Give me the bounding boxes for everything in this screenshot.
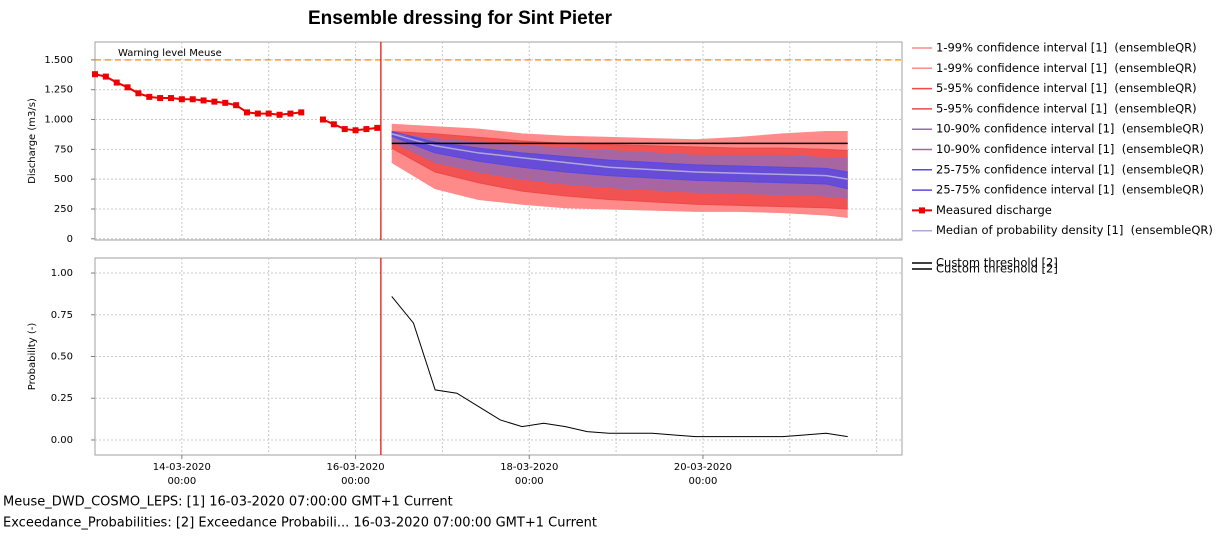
data-point [135, 90, 142, 97]
x-tick-label: 14-03-2020 00:00 [153, 462, 211, 487]
legend-label: 1-99% confidence interval [1] (ensembleQ… [936, 61, 1197, 75]
data-point [92, 71, 98, 78]
y-axis-label: Discharge (m3/s) [27, 98, 38, 184]
data-point [102, 73, 109, 80]
series-line [391, 123, 848, 141]
series-line [391, 140, 848, 199]
y-tick-label: 250 [54, 204, 73, 215]
series-line [391, 133, 848, 180]
data-point [124, 84, 131, 91]
series-line [391, 133, 848, 159]
data-point [113, 79, 120, 86]
y-tick-label: 0 [67, 234, 73, 245]
warning-label: Warning level Meuse [118, 48, 222, 59]
legend-label: Custom threshold [2] [936, 256, 1058, 270]
chart-title: Ensemble dressing for Sint Pieter [308, 8, 613, 29]
series-line [391, 130, 848, 173]
data-point [352, 127, 359, 134]
data-point [157, 95, 164, 102]
data-point [265, 110, 272, 117]
footer-text: Meuse_DWD_COSMO_LEPS: [1] 16-03-2020 07:… [3, 495, 453, 510]
legend-label: 10-90% confidence interval [1] (ensemble… [936, 142, 1204, 156]
y-tick-label: 1.000 [44, 115, 73, 126]
data-point [276, 111, 283, 118]
data-point [200, 97, 207, 104]
y-tick-label: 500 [54, 174, 73, 185]
legend-swatch [919, 207, 925, 214]
data-point [341, 126, 348, 133]
legend-label: 25-75% confidence interval [1] (ensemble… [936, 183, 1204, 197]
data-point [298, 109, 305, 116]
legend-label: Median of probability density [1] (ensem… [936, 223, 1213, 237]
data-point [330, 121, 337, 128]
y-tick-label: 0.50 [51, 352, 73, 363]
data-point [211, 98, 218, 105]
y-tick-label: 0.25 [51, 393, 73, 404]
data-point [374, 124, 381, 131]
y-tick-label: 1.500 [44, 55, 73, 66]
data-point [363, 126, 370, 133]
data-point [146, 93, 153, 100]
x-tick-label: 20-03-2020 00:00 [674, 462, 732, 487]
y-tick-label: 750 [54, 144, 73, 155]
series-line [391, 135, 848, 190]
y-tick-label: 0.75 [51, 310, 73, 321]
series-line [391, 296, 848, 438]
y-tick-label: 1.00 [51, 268, 73, 279]
band-fill [391, 131, 848, 189]
series-line [391, 130, 848, 152]
data-point [167, 95, 174, 102]
y-tick-label: 1.250 [44, 85, 73, 96]
data-point [222, 99, 229, 106]
data-point [243, 109, 250, 116]
data-point [178, 96, 185, 103]
legend-label: Custom threshold [2] [936, 262, 1058, 276]
legend-label: 1-99% confidence interval [1] (ensembleQ… [936, 41, 1197, 55]
legend-label: 25-75% confidence interval [1] (ensemble… [936, 162, 1204, 176]
series-line [391, 162, 848, 218]
y-tick-label: 0.00 [51, 435, 73, 446]
data-point [189, 96, 196, 103]
legend-label: 5-95% confidence interval [1] (ensembleQ… [936, 81, 1197, 95]
x-tick-label: 16-03-2020 00:00 [326, 462, 384, 487]
series-line [391, 147, 848, 210]
data-point [287, 110, 294, 117]
legend-label: Measured discharge [936, 203, 1052, 217]
legend-label: 10-90% confidence interval [1] (ensemble… [936, 122, 1204, 136]
footer-text: Exceedance_Probabilities: [2] Exceedance… [3, 516, 597, 531]
data-point [254, 110, 261, 117]
x-tick-label: 18-03-2020 00:00 [500, 462, 558, 487]
data-point [319, 116, 326, 123]
y-axis-label: Probability (-) [27, 323, 38, 391]
legend-label: 5-95% confidence interval [1] (ensembleQ… [936, 101, 1197, 115]
data-point [233, 102, 240, 109]
